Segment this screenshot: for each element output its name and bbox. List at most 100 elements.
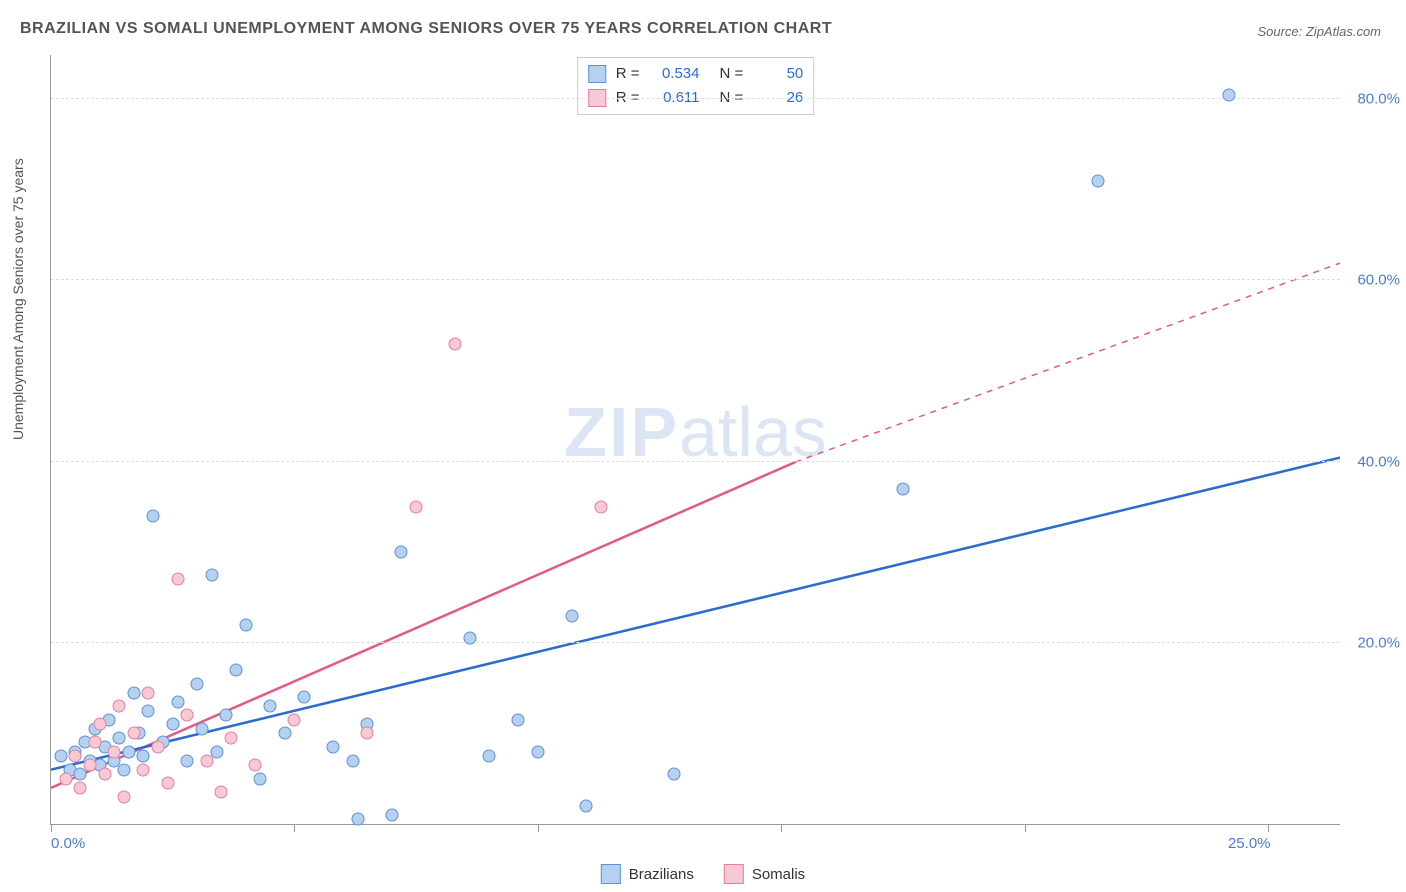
scatter-point <box>127 727 140 740</box>
scatter-point <box>54 750 67 763</box>
scatter-point <box>122 745 135 758</box>
chart-title: BRAZILIAN VS SOMALI UNEMPLOYMENT AMONG S… <box>20 20 832 38</box>
scatter-point <box>118 790 131 803</box>
scatter-point <box>220 709 233 722</box>
scatter-point <box>69 750 82 763</box>
scatter-point <box>361 727 374 740</box>
scatter-point <box>83 759 96 772</box>
scatter-point <box>137 750 150 763</box>
gridline <box>51 98 1340 99</box>
scatter-point <box>108 745 121 758</box>
x-tick <box>294 824 295 832</box>
scatter-point <box>195 722 208 735</box>
scatter-point <box>191 677 204 690</box>
gridline <box>51 279 1340 280</box>
legend-item: Somalis <box>724 864 805 884</box>
legend-item: Brazilians <box>601 864 694 884</box>
x-tick-label: 0.0% <box>51 835 85 852</box>
legend-label: Somalis <box>752 866 805 883</box>
scatter-point <box>98 768 111 781</box>
y-tick-label: 20.0% <box>1357 634 1400 651</box>
series-swatch <box>588 65 606 83</box>
x-tick <box>781 824 782 832</box>
x-tick-label: 25.0% <box>1228 835 1271 852</box>
scatter-point <box>215 786 228 799</box>
scatter-point <box>288 713 301 726</box>
scatter-point <box>137 763 150 776</box>
scatter-point <box>896 482 909 495</box>
legend: Brazilians Somalis <box>601 864 805 884</box>
watermark: ZIPatlas <box>564 392 827 472</box>
scatter-point <box>1091 174 1104 187</box>
scatter-point <box>113 731 126 744</box>
chart-plot-area: ZIPatlas R =0.534N =50R =0.611N =26 20.0… <box>50 55 1340 825</box>
scatter-point <box>127 686 140 699</box>
scatter-point <box>410 500 423 513</box>
x-tick <box>1268 824 1269 832</box>
scatter-point <box>395 546 408 559</box>
gridline <box>51 461 1340 462</box>
scatter-point <box>161 777 174 790</box>
scatter-point <box>531 745 544 758</box>
scatter-point <box>171 695 184 708</box>
scatter-point <box>166 718 179 731</box>
y-tick-label: 60.0% <box>1357 272 1400 289</box>
scatter-point <box>565 609 578 622</box>
legend-swatch <box>724 864 744 884</box>
source-attribution: Source: ZipAtlas.com <box>1257 24 1381 39</box>
n-label: N = <box>720 62 744 86</box>
scatter-point <box>463 632 476 645</box>
scatter-point <box>668 768 681 781</box>
scatter-point <box>229 664 242 677</box>
correlation-stats-box: R =0.534N =50R =0.611N =26 <box>577 57 815 115</box>
watermark-bold: ZIP <box>564 393 679 471</box>
scatter-point <box>88 736 101 749</box>
scatter-point <box>118 763 131 776</box>
r-value: 0.534 <box>650 62 700 86</box>
scatter-point <box>152 741 165 754</box>
scatter-point <box>346 754 359 767</box>
legend-swatch <box>601 864 621 884</box>
n-value: 50 <box>753 62 803 86</box>
scatter-point <box>512 713 525 726</box>
scatter-point <box>580 799 593 812</box>
scatter-point <box>147 510 160 523</box>
trend-lines <box>51 55 1340 824</box>
x-tick <box>51 824 52 832</box>
scatter-point <box>351 813 364 826</box>
stats-row: R = 0.534 N = 50 <box>588 62 804 86</box>
scatter-point <box>142 686 155 699</box>
scatter-point <box>225 731 238 744</box>
x-tick <box>538 824 539 832</box>
scatter-point <box>239 618 252 631</box>
scatter-point <box>254 772 267 785</box>
scatter-point <box>1223 88 1236 101</box>
scatter-point <box>278 727 291 740</box>
scatter-point <box>249 759 262 772</box>
scatter-point <box>171 573 184 586</box>
scatter-point <box>142 704 155 717</box>
scatter-point <box>205 568 218 581</box>
scatter-point <box>181 754 194 767</box>
r-label: R = <box>616 62 640 86</box>
gridline <box>51 642 1340 643</box>
scatter-point <box>59 772 72 785</box>
scatter-point <box>298 691 311 704</box>
watermark-light: atlas <box>679 393 827 471</box>
scatter-point <box>74 781 87 794</box>
scatter-point <box>93 718 106 731</box>
scatter-point <box>327 741 340 754</box>
scatter-point <box>181 709 194 722</box>
scatter-point <box>264 700 277 713</box>
y-tick-label: 80.0% <box>1357 91 1400 108</box>
scatter-point <box>385 808 398 821</box>
scatter-point <box>449 337 462 350</box>
y-tick-label: 40.0% <box>1357 453 1400 470</box>
scatter-point <box>483 750 496 763</box>
scatter-point <box>595 500 608 513</box>
legend-label: Brazilians <box>629 866 694 883</box>
x-tick <box>1025 824 1026 832</box>
scatter-point <box>200 754 213 767</box>
scatter-point <box>113 700 126 713</box>
y-axis-title: Unemployment Among Seniors over 75 years <box>10 158 26 440</box>
